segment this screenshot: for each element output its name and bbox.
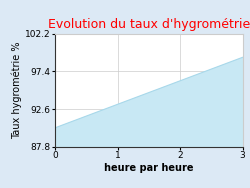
X-axis label: heure par heure: heure par heure	[104, 163, 194, 173]
Title: Evolution du taux d'hygrométrie: Evolution du taux d'hygrométrie	[48, 18, 250, 31]
Y-axis label: Taux hygrométrie %: Taux hygrométrie %	[12, 42, 22, 139]
